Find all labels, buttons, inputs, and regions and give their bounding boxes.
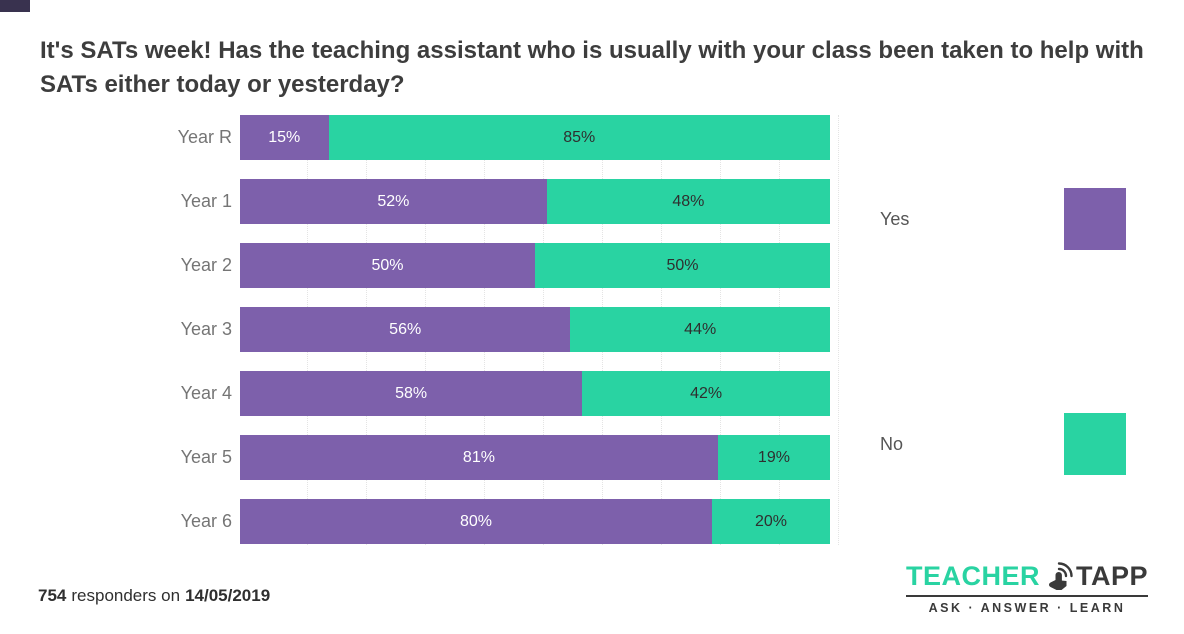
bar-track: 81% 19% <box>240 435 830 480</box>
tap-icon <box>1043 560 1073 592</box>
bar-value-label: 20% <box>754 512 788 530</box>
bar-segment-yes: 80% <box>240 499 712 544</box>
bar-value-label: 42% <box>690 384 723 402</box>
chart-row: Year 2 50% 50% <box>95 243 855 288</box>
bar-track: 56% 44% <box>240 307 830 352</box>
bar-value-label: 80% <box>459 512 493 530</box>
chart-row: Year 3 56% 44% <box>95 307 855 352</box>
bar-value-label: 50% <box>371 256 404 274</box>
bar-segment-no: 42% <box>582 371 830 416</box>
category-label: Year 5 <box>180 447 232 467</box>
category-label: Year 2 <box>180 255 232 275</box>
chart-row: Year 4 58% 42% <box>95 371 855 416</box>
bar-segment-yes: 58% <box>240 371 583 416</box>
responders-count: 754 <box>38 586 67 605</box>
chart-row: Year 6 80% 20% <box>95 499 855 544</box>
bar-segment-no: 19% <box>717 435 830 480</box>
bar-value-label: 44% <box>684 320 717 338</box>
legend-swatch-no <box>1064 413 1126 475</box>
chart-rows: Year R 15% 85% Year 1 52% 48% Year 2 50% 50% Year… <box>95 115 855 544</box>
bar-value-label: 58% <box>395 384 428 402</box>
chart-row: Year 5 81% 19% <box>95 435 855 480</box>
bar-value-label: 19% <box>757 448 790 466</box>
bar-value-label: 52% <box>377 192 410 210</box>
bar-value-label: 85% <box>563 128 596 146</box>
bar-segment-no: 48% <box>546 179 830 224</box>
bar-segment-yes: 50% <box>240 243 535 288</box>
bar-track: 15% 85% <box>240 115 830 160</box>
bar-value-label: 48% <box>672 192 705 210</box>
legend-entry-no: No <box>880 413 1126 475</box>
logo-wordmark: TEACHER TAPP <box>906 560 1148 592</box>
category-label: Year 4 <box>180 383 232 403</box>
teacher-tapp-logo: TEACHER TAPP ASK · ANSWER · LEARN <box>905 560 1148 615</box>
legend-label-yes: Yes <box>880 208 910 229</box>
page-title: It's SATs week! Has the teaching assista… <box>40 37 1144 99</box>
corner-accent <box>0 0 30 12</box>
bar-track: 52% 48% <box>240 179 830 224</box>
responders-text: responders on <box>71 586 181 605</box>
responders-date: 14/05/2019 <box>185 586 271 605</box>
chart-row: Year R 15% 85% <box>95 115 855 160</box>
footer-responders: 754 responders on 14/05/2019 <box>38 586 270 606</box>
bar-segment-no: 44% <box>570 307 830 352</box>
bar-value-label: 15% <box>268 128 301 146</box>
category-label: Year 1 <box>180 191 232 211</box>
bar-value-label: 81% <box>462 448 495 466</box>
bar-track: 58% 42% <box>240 371 830 416</box>
category-label: Year 6 <box>180 511 232 531</box>
brand-primary: TEACHER <box>905 560 1040 591</box>
brand-secondary: TAPP <box>1075 560 1148 591</box>
bar-segment-no: 85% <box>328 115 830 160</box>
bar-segment-yes: 56% <box>240 307 571 352</box>
bar-segment-yes: 15% <box>240 115 329 160</box>
bar-segment-yes: 52% <box>240 179 547 224</box>
bar-segment-yes: 81% <box>240 435 718 480</box>
bar-segment-no: 20% <box>712 499 830 544</box>
bar-value-label: 56% <box>389 320 422 338</box>
chart-row: Year 1 52% 48% <box>95 179 855 224</box>
stacked-bar-chart: Year R 15% 85% Year 1 52% 48% Year 2 50% 50% Year… <box>95 115 855 547</box>
bar-value-label: 50% <box>666 256 699 274</box>
bar-track: 50% 50% <box>240 243 830 288</box>
category-label: Year R <box>177 127 232 147</box>
legend-entry-yes: Yes <box>880 188 1126 250</box>
category-label: Year 3 <box>180 319 232 339</box>
bar-segment-no: 50% <box>535 243 830 288</box>
bar-track: 80% 20% <box>240 499 830 544</box>
legend-label-no: No <box>880 433 904 454</box>
legend-swatch-yes <box>1064 188 1126 250</box>
logo-tagline: ASK · ANSWER · LEARN <box>905 595 1148 615</box>
